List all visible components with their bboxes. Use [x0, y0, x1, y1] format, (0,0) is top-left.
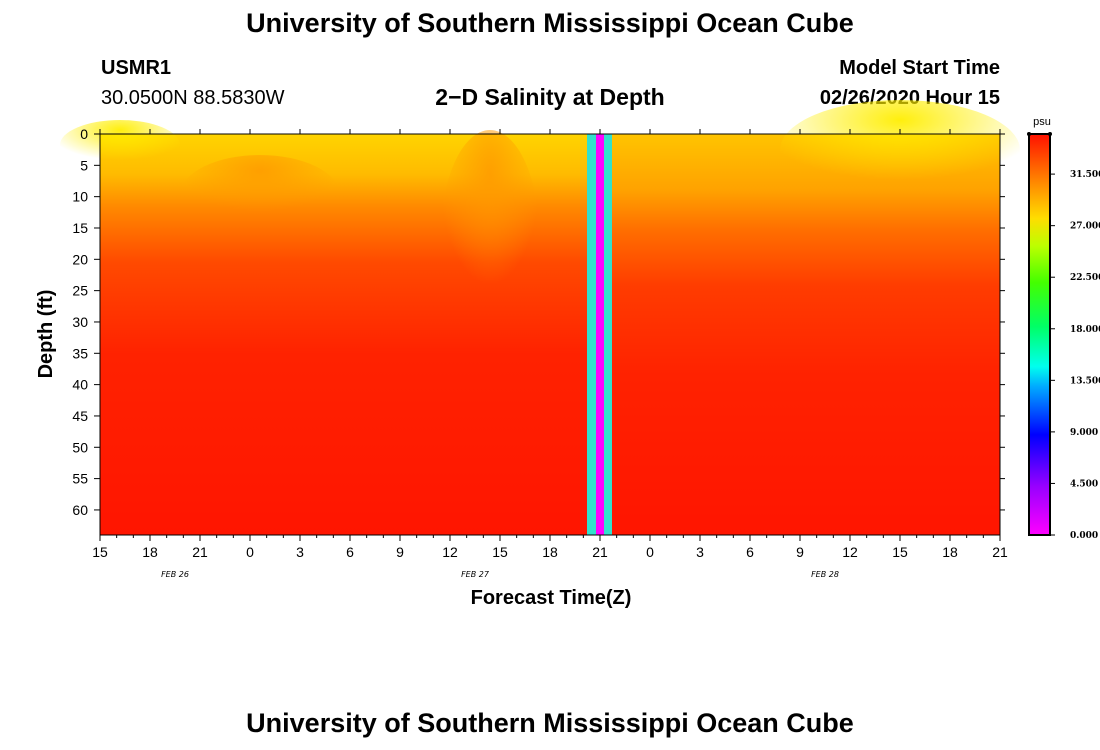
y-tick-label: 45: [72, 408, 88, 424]
footer-title: University of Southern Mississippi Ocean…: [246, 708, 854, 738]
y-tick-label: 55: [72, 471, 88, 487]
x-axis: 15 18 21 0 3 6 9 12 15 18 21 0 3 6 9 12 15 18 21 FEB 26 FEB …: [92, 129, 1008, 579]
heatmap-feature: [180, 155, 340, 235]
colorbar-gradient: [1028, 133, 1051, 536]
x-tick-label: 0: [246, 544, 254, 560]
y-tick-label: 5: [80, 157, 88, 173]
x-tick-label: 18: [142, 544, 158, 560]
x-tick-label: 6: [746, 544, 754, 560]
colorbar-tick-label: 31.500: [1070, 170, 1100, 180]
plot-title: 2−D Salinity at Depth: [435, 84, 665, 110]
x-tick-label: 12: [842, 544, 858, 560]
y-tick-label: 30: [72, 314, 88, 330]
x-tick-label: 9: [796, 544, 804, 560]
station-coordinates: 30.0500N 88.5830W: [101, 87, 285, 109]
y-tick-label: 50: [72, 439, 88, 455]
x-tick-label: 0: [646, 544, 654, 560]
x-tick-label: 21: [992, 544, 1008, 560]
colorbar-tick-label: 9.000: [1070, 428, 1098, 438]
colorbar-tick-label: 4.500: [1070, 479, 1098, 489]
missing-data-band-right: [604, 134, 612, 535]
x-date-label: FEB 26: [161, 570, 189, 579]
y-tick-label: 60: [72, 502, 88, 518]
y-tick-label: 20: [72, 251, 88, 267]
heatmap-right-field: [611, 134, 1000, 535]
y-tick-label: 15: [72, 220, 88, 236]
x-tick-label: 18: [542, 544, 558, 560]
x-tick-label: 15: [92, 544, 108, 560]
heatmap-plot-area: [60, 100, 1020, 536]
missing-data-band-center: [596, 134, 604, 535]
x-tick-label: 12: [442, 544, 458, 560]
missing-data-band-left: [587, 134, 596, 535]
x-date-label: FEB 28: [811, 570, 839, 579]
y-axis-label: Depth (ft): [35, 290, 57, 379]
x-axis-label: Forecast Time(Z): [471, 587, 632, 609]
colorbar-unit: psu: [1033, 116, 1051, 128]
page-title: University of Southern Mississippi Ocean…: [246, 8, 854, 38]
y-tick-label: 40: [72, 377, 88, 393]
colorbar-tick-label: 0.000: [1070, 531, 1098, 541]
colorbar: psu 0.000 4.500 9.000 13.500 18.000 22.500 27.…: [1027, 116, 1100, 541]
colorbar-corner: [1048, 132, 1052, 136]
x-tick-label: 21: [192, 544, 208, 560]
colorbar-tick-label: 18.000: [1070, 325, 1100, 335]
heatmap-feature: [780, 100, 1020, 200]
model-start-label: Model Start Time: [839, 57, 1000, 79]
x-tick-label: 18: [942, 544, 958, 560]
colorbar-tick-label: 22.500: [1070, 273, 1100, 283]
x-tick-label: 15: [892, 544, 908, 560]
heatmap-feature: [60, 120, 180, 170]
x-tick-label: 21: [592, 544, 608, 560]
station-id: USMR1: [101, 57, 172, 79]
heatmap-feature: [440, 130, 540, 350]
x-tick-label: 3: [696, 544, 704, 560]
y-tick-label: 25: [72, 283, 88, 299]
y-tick-label: 0: [80, 126, 88, 142]
colorbar-tick-label: 13.500: [1070, 376, 1100, 386]
y-axis: 0 5 10 15 20 25 30 35 40 45 50 55 60: [72, 126, 1005, 518]
x-tick-label: 15: [492, 544, 508, 560]
colorbar-corner: [1027, 132, 1031, 136]
colorbar-tick-label: 27.000: [1070, 222, 1100, 232]
x-tick-label: 6: [346, 544, 354, 560]
x-date-label: FEB 27: [461, 570, 490, 579]
x-tick-label: 3: [296, 544, 304, 560]
y-tick-label: 35: [72, 345, 88, 361]
x-tick-label: 9: [396, 544, 404, 560]
y-tick-label: 10: [72, 189, 88, 205]
